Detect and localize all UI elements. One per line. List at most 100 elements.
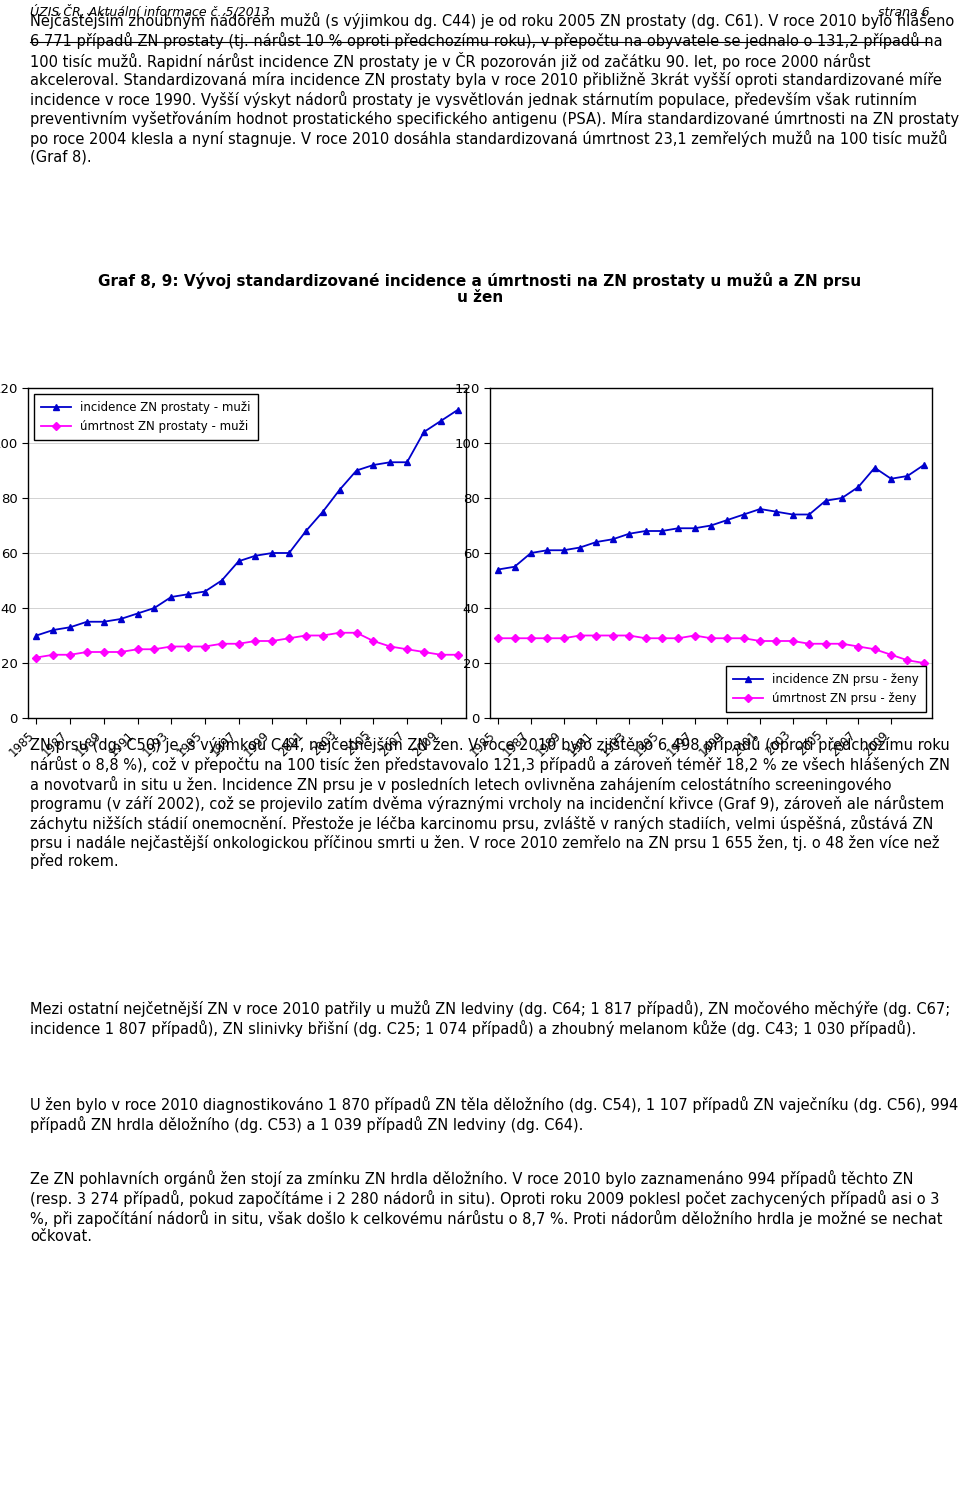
úmrtnost ZN prostaty - muži	[419, 642, 430, 660]
incidence ZN prsu - ženy	[639, 522, 651, 540]
Line: incidence ZN prsu - ženy: incidence ZN prsu - ženy	[494, 461, 927, 573]
incidence ZN prsu - ženy	[722, 510, 733, 528]
Line: incidence ZN prostaty - muži: incidence ZN prostaty - muži	[33, 407, 461, 639]
incidence ZN prostaty - muži	[435, 411, 446, 429]
úmrtnost ZN prostaty - muži	[149, 641, 160, 659]
Text: Nejčastějším zhoubným nádorem mužů (s výjimkou dg. C44) je od roku 2005 ZN prost: Nejčastějším zhoubným nádorem mužů (s vý…	[30, 12, 959, 164]
úmrtnost ZN prsu - ženy	[558, 629, 569, 647]
úmrtnost ZN prsu - ženy	[804, 635, 815, 653]
Text: Mezi ostatní nejčetnější ZN v roce 2010 patřily u mužů ZN ledviny (dg. C64; 1 81: Mezi ostatní nejčetnější ZN v roce 2010 …	[30, 1000, 950, 1037]
incidence ZN prostaty - muži	[401, 453, 413, 471]
incidence ZN prsu - ženy	[738, 506, 750, 524]
úmrtnost ZN prsu - ženy	[509, 629, 520, 647]
úmrtnost ZN prostaty - muži	[165, 638, 177, 656]
incidence ZN prsu - ženy	[574, 539, 586, 557]
Text: U žen bylo v roce 2010 diagnostikováno 1 870 případů ZN těla děložního (dg. C54): U žen bylo v roce 2010 diagnostikováno 1…	[30, 1096, 958, 1133]
incidence ZN prostaty - muži	[165, 588, 177, 606]
incidence ZN prsu - ženy	[492, 560, 504, 578]
incidence ZN prsu - ženy	[787, 506, 799, 524]
úmrtnost ZN prsu - ženy	[492, 629, 504, 647]
incidence ZN prostaty - muži	[384, 453, 396, 471]
incidence ZN prsu - ženy	[656, 522, 667, 540]
incidence ZN prsu - ženy	[558, 542, 569, 560]
úmrtnost ZN prsu - ženy	[673, 629, 684, 647]
Legend: incidence ZN prsu - ženy, úmrtnost ZN prsu - ženy: incidence ZN prsu - ženy, úmrtnost ZN pr…	[726, 666, 926, 711]
úmrtnost ZN prostaty - muži	[233, 635, 245, 653]
úmrtnost ZN prsu - ženy	[541, 629, 553, 647]
úmrtnost ZN prostaty - muži	[132, 641, 143, 659]
úmrtnost ZN prsu - ženy	[869, 641, 880, 659]
úmrtnost ZN prostaty - muži	[334, 624, 346, 642]
úmrtnost ZN prostaty - muži	[199, 638, 210, 656]
úmrtnost ZN prostaty - muži	[317, 626, 328, 644]
incidence ZN prsu - ženy	[901, 467, 913, 485]
úmrtnost ZN prsu - ženy	[706, 629, 717, 647]
incidence ZN prsu - ženy	[590, 533, 602, 551]
úmrtnost ZN prostaty - muži	[31, 648, 42, 666]
Text: Graf 8, 9: Vývoj standardizované incidence a úmrtnosti na ZN prostaty u mužů a Z: Graf 8, 9: Vývoj standardizované inciden…	[99, 272, 861, 290]
úmrtnost ZN prsu - ženy	[607, 626, 618, 644]
Legend: incidence ZN prostaty - muži, úmrtnost ZN prostaty - muži: incidence ZN prostaty - muži, úmrtnost Z…	[34, 393, 257, 440]
úmrtnost ZN prostaty - muži	[250, 632, 261, 650]
úmrtnost ZN prsu - ženy	[656, 629, 667, 647]
incidence ZN prostaty - muži	[132, 605, 143, 623]
úmrtnost ZN prostaty - muži	[64, 645, 76, 663]
incidence ZN prsu - ženy	[852, 477, 864, 495]
incidence ZN prostaty - muži	[64, 618, 76, 636]
incidence ZN prostaty - muži	[334, 480, 346, 498]
incidence ZN prsu - ženy	[836, 489, 848, 507]
incidence ZN prostaty - muži	[350, 461, 362, 479]
incidence ZN prostaty - muži	[267, 543, 278, 561]
úmrtnost ZN prsu - ženy	[901, 651, 913, 669]
incidence ZN prostaty - muži	[47, 621, 59, 639]
incidence ZN prostaty - muži	[250, 546, 261, 564]
incidence ZN prsu - ženy	[541, 542, 553, 560]
úmrtnost ZN prsu - ženy	[885, 645, 897, 663]
incidence ZN prostaty - muži	[98, 612, 109, 630]
úmrtnost ZN prostaty - muži	[401, 641, 413, 659]
úmrtnost ZN prostaty - muži	[82, 642, 93, 660]
Text: u žen: u žen	[457, 290, 503, 305]
incidence ZN prsu - ženy	[689, 519, 701, 537]
úmrtnost ZN prsu - ženy	[639, 629, 651, 647]
incidence ZN prostaty - muži	[233, 552, 245, 570]
úmrtnost ZN prostaty - muži	[115, 642, 127, 660]
úmrtnost ZN prsu - ženy	[590, 626, 602, 644]
úmrtnost ZN prostaty - muži	[98, 642, 109, 660]
Text: ÚZIS ČR, Aktuální informace č. 5/2013: ÚZIS ČR, Aktuální informace č. 5/2013	[30, 6, 270, 20]
úmrtnost ZN prostaty - muži	[283, 629, 295, 647]
úmrtnost ZN prostaty - muži	[216, 635, 228, 653]
incidence ZN prsu - ženy	[607, 530, 618, 548]
úmrtnost ZN prsu - ženy	[918, 654, 929, 672]
úmrtnost ZN prsu - ženy	[755, 632, 766, 650]
incidence ZN prostaty - muži	[149, 599, 160, 617]
incidence ZN prsu - ženy	[673, 519, 684, 537]
incidence ZN prostaty - muži	[368, 456, 379, 474]
incidence ZN prsu - ženy	[918, 456, 929, 474]
úmrtnost ZN prsu - ženy	[836, 635, 848, 653]
incidence ZN prostaty - muži	[317, 503, 328, 521]
incidence ZN prostaty - muži	[283, 543, 295, 561]
incidence ZN prostaty - muži	[82, 612, 93, 630]
úmrtnost ZN prostaty - muži	[47, 645, 59, 663]
incidence ZN prsu - ženy	[820, 492, 831, 510]
úmrtnost ZN prostaty - muži	[384, 638, 396, 656]
úmrtnost ZN prsu - ženy	[623, 626, 635, 644]
úmrtnost ZN prsu - ženy	[722, 629, 733, 647]
incidence ZN prostaty - muži	[31, 626, 42, 644]
úmrtnost ZN prsu - ženy	[852, 638, 864, 656]
incidence ZN prsu - ženy	[804, 506, 815, 524]
incidence ZN prostaty - muži	[216, 572, 228, 590]
incidence ZN prsu - ženy	[885, 470, 897, 488]
incidence ZN prsu - ženy	[623, 525, 635, 543]
incidence ZN prsu - ženy	[755, 500, 766, 518]
úmrtnost ZN prostaty - muži	[182, 638, 194, 656]
úmrtnost ZN prsu - ženy	[771, 632, 782, 650]
úmrtnost ZN prostaty - muži	[350, 624, 362, 642]
úmrtnost ZN prsu - ženy	[574, 626, 586, 644]
incidence ZN prostaty - muži	[419, 423, 430, 441]
úmrtnost ZN prsu - ženy	[738, 629, 750, 647]
incidence ZN prostaty - muži	[452, 401, 464, 419]
Text: ZN prsu (dg. C50) je, s výjimkou C44, nejčetnějším ZN žen. V roce 2010 bylo zjiš: ZN prsu (dg. C50) je, s výjimkou C44, ne…	[30, 735, 950, 869]
incidence ZN prostaty - muži	[182, 585, 194, 603]
